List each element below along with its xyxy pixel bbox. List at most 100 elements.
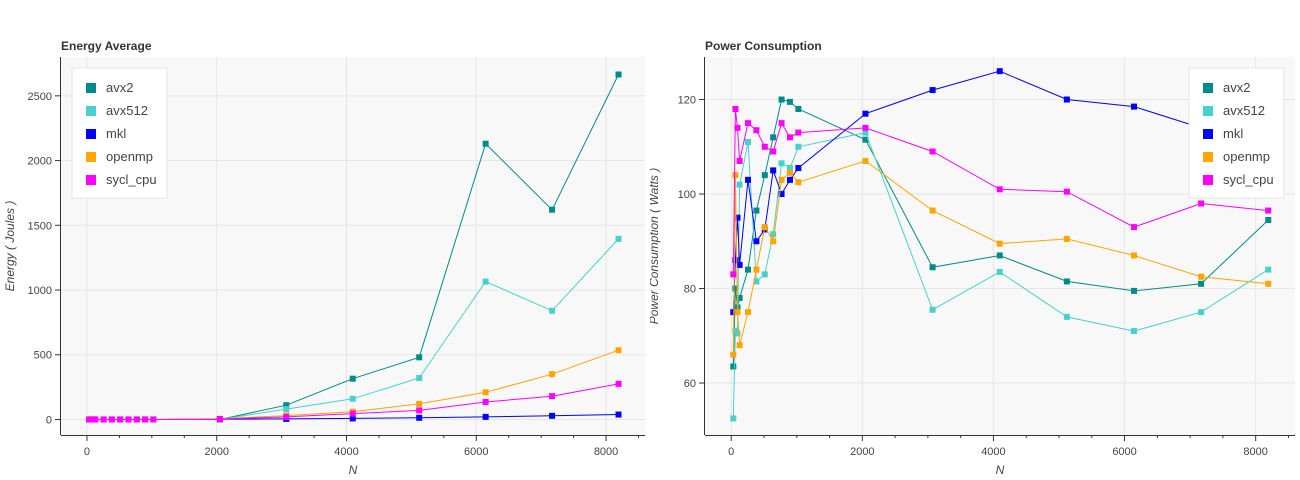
legend-swatch-mkl	[86, 129, 96, 139]
data-point-sycl_cpu	[753, 127, 760, 134]
data-point-avx2	[1063, 278, 1070, 285]
data-point-openmp	[1198, 273, 1205, 280]
data-point-mkl	[482, 413, 489, 420]
data-point-avx512	[761, 271, 768, 278]
data-point-openmp	[482, 389, 489, 396]
data-point-mkl	[778, 191, 785, 198]
chart-title: Power Consumption	[705, 39, 822, 53]
data-point-sycl_cpu	[125, 416, 132, 423]
data-point-avx2	[615, 71, 622, 78]
x-tick-label: 4000	[334, 446, 358, 458]
series-openmp	[730, 157, 1272, 358]
data-point-openmp	[730, 351, 737, 358]
legend-label-openmp: openmp	[1223, 149, 1270, 164]
data-point-sycl_cpu	[1198, 200, 1205, 207]
data-point-avx2	[996, 252, 1003, 259]
data-point-sycl_cpu	[142, 416, 149, 423]
legend-label-sycl_cpu: sycl_cpu	[106, 172, 157, 187]
data-point-mkl	[786, 176, 793, 183]
data-point-avx2	[482, 140, 489, 147]
data-point-openmp	[778, 176, 785, 183]
data-point-avx2	[778, 96, 785, 103]
data-point-sycl_cpu	[100, 416, 107, 423]
data-point-sycl_cpu	[1063, 188, 1070, 195]
data-point-openmp	[862, 157, 869, 164]
data-point-avx2	[732, 285, 739, 292]
data-point-avx2	[929, 264, 936, 271]
x-axis-label: N	[996, 463, 1005, 477]
data-point-sycl_cpu	[216, 416, 223, 423]
data-point-sycl_cpu	[108, 416, 115, 423]
data-point-openmp	[736, 342, 743, 349]
data-point-sycl_cpu	[736, 157, 743, 164]
series-line-sycl_cpu	[732, 108, 1269, 275]
data-point-sycl_cpu	[778, 120, 785, 127]
data-point-avx512	[349, 395, 356, 402]
data-point-sycl_cpu	[996, 186, 1003, 193]
data-point-avx2	[753, 207, 760, 214]
legend-swatch-avx512	[1203, 106, 1213, 116]
data-point-sycl_cpu	[770, 148, 777, 155]
legend-swatch-avx2	[1203, 83, 1213, 93]
x-tick-label: 4000	[981, 446, 1005, 458]
data-point-sycl_cpu	[745, 120, 752, 127]
x-tick-label: 0	[728, 446, 734, 458]
data-point-avx512	[416, 375, 423, 382]
data-point-mkl	[416, 414, 423, 421]
data-point-avx2	[730, 363, 737, 370]
data-point-avx2	[795, 105, 802, 112]
data-point-avx2	[1198, 280, 1205, 287]
data-point-avx512	[734, 330, 741, 337]
legend-swatch-sycl_cpu	[1203, 175, 1213, 185]
legend-swatch-openmp	[1203, 152, 1213, 162]
data-point-mkl	[745, 176, 752, 183]
data-point-sycl_cpu	[615, 380, 622, 387]
data-point-sycl_cpu	[117, 416, 124, 423]
data-point-mkl	[549, 412, 556, 419]
y-axis-label: Power Consumption ( Watts )	[650, 168, 661, 325]
series-sycl_cpu	[86, 380, 622, 423]
data-point-avx2	[283, 402, 290, 409]
data-point-avx512	[1265, 266, 1272, 273]
data-point-avx2	[862, 136, 869, 143]
x-tick-label: 2000	[850, 446, 874, 458]
data-point-mkl	[734, 214, 741, 221]
y-tick-label: 120	[678, 95, 696, 107]
legend-label-avx512: avx512	[106, 103, 148, 118]
x-axis-label: N	[349, 463, 358, 477]
x-tick-label: 8000	[1243, 446, 1267, 458]
data-point-avx2	[736, 294, 743, 301]
data-point-sycl_cpu	[482, 398, 489, 405]
x-tick-label: 6000	[1112, 446, 1136, 458]
data-point-mkl	[1130, 103, 1137, 110]
legend-swatch-mkl	[1203, 129, 1213, 139]
data-point-avx512	[770, 231, 777, 238]
x-tick-label: 6000	[464, 446, 488, 458]
legend: avx2 avx512 mkl openmp sycl_cpu	[1188, 67, 1285, 199]
legend-label-mkl: mkl	[1223, 126, 1243, 141]
data-point-avx512	[778, 160, 785, 167]
series-avx2	[730, 96, 1272, 370]
data-point-openmp	[753, 266, 760, 273]
data-point-avx512	[1198, 309, 1205, 316]
legend-label-sycl_cpu: sycl_cpu	[1223, 172, 1274, 187]
data-point-openmp	[615, 347, 622, 354]
data-point-mkl	[736, 261, 743, 268]
data-point-openmp	[1130, 252, 1137, 259]
legend: avx2 avx512 mkl openmp sycl_cpu	[71, 67, 168, 199]
y-tick-label: 500	[34, 350, 52, 362]
data-point-sycl_cpu	[349, 410, 356, 417]
data-point-avx512	[730, 415, 737, 422]
data-point-avx512	[1063, 313, 1070, 320]
data-point-sycl_cpu	[150, 416, 157, 423]
data-point-avx2	[770, 134, 777, 141]
y-axis-label: Energy ( Joules )	[3, 201, 17, 292]
data-point-mkl	[795, 165, 802, 172]
data-point-sycl_cpu	[1130, 224, 1137, 231]
data-point-avx512	[786, 165, 793, 172]
data-point-mkl	[996, 68, 1003, 75]
data-point-mkl	[1063, 96, 1070, 103]
data-point-avx512	[1130, 328, 1137, 335]
data-point-avx512	[929, 306, 936, 313]
